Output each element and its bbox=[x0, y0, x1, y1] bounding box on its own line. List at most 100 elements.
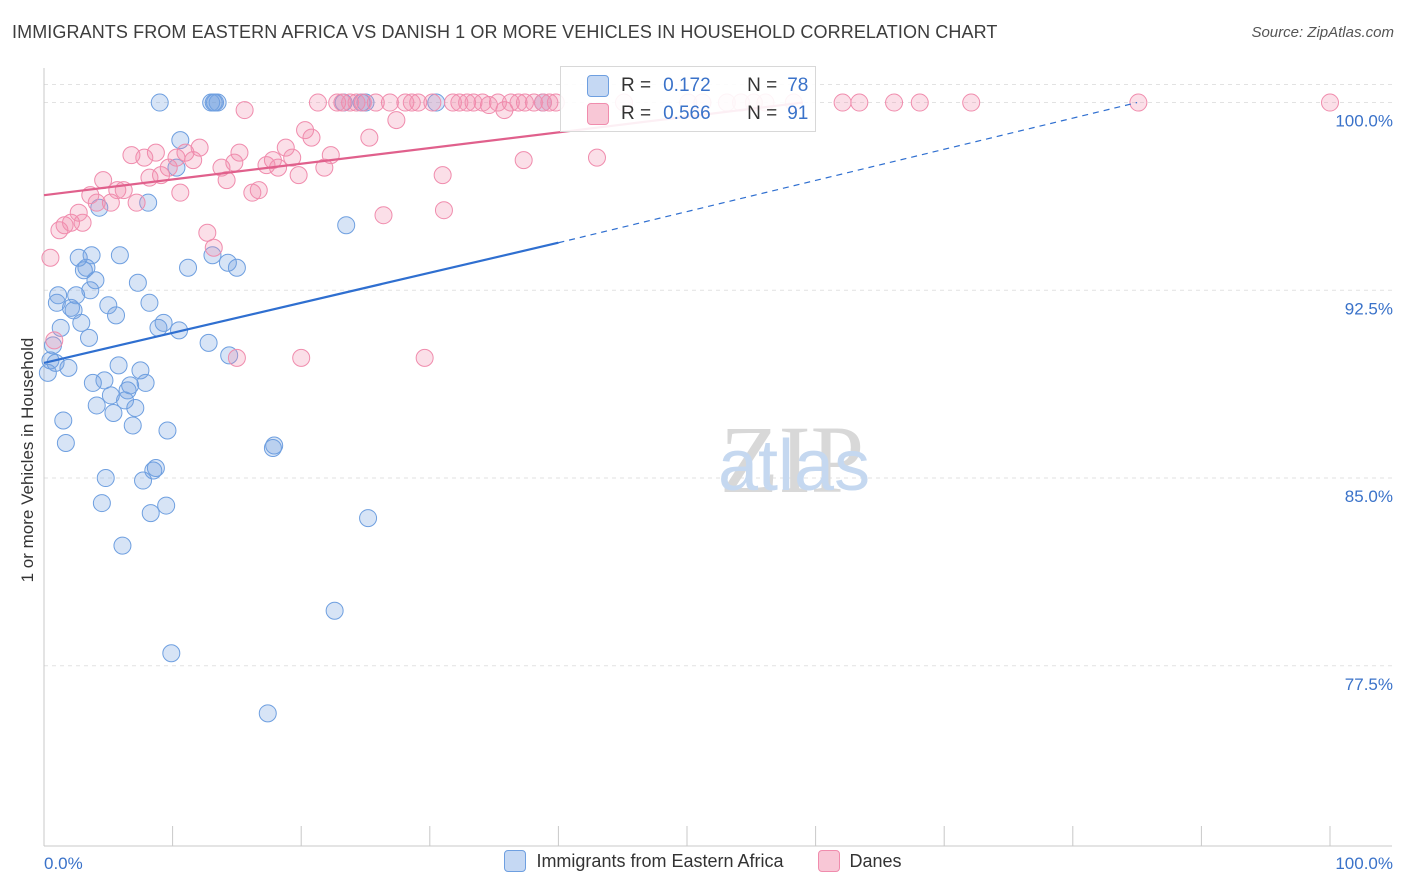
legend-n-value-pink: 91 bbox=[787, 103, 809, 124]
data-point-pink bbox=[423, 93, 442, 112]
data-point-blue bbox=[95, 371, 114, 390]
data-point-pink bbox=[73, 213, 92, 232]
legend-swatch-pink bbox=[587, 103, 609, 125]
data-point-pink bbox=[833, 93, 852, 112]
data-point-pink bbox=[464, 93, 483, 112]
data-point-blue bbox=[227, 258, 246, 277]
watermark-zip: ZIP bbox=[720, 406, 864, 513]
data-point-pink bbox=[515, 93, 534, 112]
data-point-blue bbox=[179, 258, 198, 277]
data-point-pink bbox=[94, 171, 113, 190]
legend-n-label-blue: N = bbox=[747, 75, 778, 96]
data-point-pink bbox=[434, 201, 453, 220]
data-point-blue bbox=[67, 286, 86, 305]
data-point-pink bbox=[283, 148, 302, 167]
data-point-blue bbox=[258, 704, 277, 723]
data-point-blue bbox=[208, 93, 227, 112]
data-point-pink bbox=[402, 93, 421, 112]
data-point-blue bbox=[72, 313, 91, 332]
data-point-blue bbox=[96, 469, 115, 488]
data-point-pink bbox=[176, 143, 195, 162]
data-point-pink bbox=[227, 348, 246, 367]
data-point-pink bbox=[488, 93, 507, 112]
data-point-blue bbox=[118, 381, 137, 400]
data-point-blue bbox=[47, 293, 66, 312]
data-point-pink bbox=[45, 331, 64, 350]
data-point-blue bbox=[59, 358, 78, 377]
watermark-atlas: atlas bbox=[718, 426, 870, 506]
data-point-pink bbox=[289, 166, 308, 185]
y-tick-label: 100.0% bbox=[1335, 112, 1393, 131]
data-point-pink bbox=[204, 238, 223, 257]
data-point-pink bbox=[308, 93, 327, 112]
legend-r-value-pink: 0.566 bbox=[663, 103, 711, 124]
legend-row-blue: R = 0.172 N = 78 bbox=[587, 73, 808, 99]
data-point-blue bbox=[107, 306, 126, 325]
data-point-pink bbox=[910, 93, 929, 112]
data-point-blue bbox=[121, 376, 140, 395]
data-point-pink bbox=[333, 93, 352, 112]
data-point-pink bbox=[276, 138, 295, 157]
data-point-blue bbox=[110, 246, 129, 265]
data-point-pink bbox=[87, 193, 106, 212]
grid-lines bbox=[44, 84, 1392, 667]
data-point-blue bbox=[154, 313, 173, 332]
y-tick-label: 92.5% bbox=[1345, 299, 1393, 318]
data-point-pink bbox=[171, 183, 190, 202]
legend-swatch-blue bbox=[587, 75, 609, 97]
tick-labels: 77.5% 85.0% 92.5% 100.0% 0.0% 100.0% bbox=[44, 112, 1393, 873]
data-point-blue bbox=[359, 509, 378, 528]
data-point-pink bbox=[1129, 93, 1148, 112]
data-point-pink bbox=[380, 93, 399, 112]
data-point-pink bbox=[190, 138, 209, 157]
data-point-blue bbox=[325, 601, 344, 620]
data-point-blue bbox=[158, 421, 177, 440]
trend-line-blue-extension bbox=[558, 101, 1138, 244]
data-point-pink bbox=[396, 93, 415, 112]
data-point-blue bbox=[99, 296, 118, 315]
data-point-pink bbox=[230, 143, 249, 162]
data-point-pink bbox=[249, 181, 268, 200]
data-point-blue bbox=[337, 216, 356, 235]
data-point-blue bbox=[157, 496, 176, 515]
data-point-pink bbox=[159, 158, 178, 177]
data-point-pink bbox=[235, 101, 254, 120]
data-point-blue bbox=[83, 373, 102, 392]
data-point-pink bbox=[353, 93, 372, 112]
data-point-pink bbox=[146, 143, 165, 162]
legend-row-pink: R = 0.566 N = 91 bbox=[587, 101, 808, 127]
data-point-blue bbox=[218, 253, 237, 272]
data-point-pink bbox=[292, 348, 311, 367]
data-point-blue bbox=[90, 198, 109, 217]
data-point-blue bbox=[56, 433, 75, 452]
data-point-blue bbox=[162, 644, 181, 663]
x-tick-label-max: 100.0% bbox=[1335, 854, 1393, 873]
data-point-blue bbox=[141, 504, 160, 523]
data-point-pink bbox=[374, 206, 393, 225]
data-point-blue bbox=[92, 494, 111, 513]
data-point-pink bbox=[524, 93, 543, 112]
data-point-pink bbox=[415, 348, 434, 367]
data-point-pink bbox=[366, 93, 385, 112]
data-point-blue bbox=[136, 373, 155, 392]
data-point-pink bbox=[302, 128, 321, 147]
data-point-blue bbox=[128, 273, 147, 292]
data-point-pink bbox=[540, 93, 559, 112]
axes bbox=[43, 68, 1392, 847]
data-point-blue bbox=[54, 411, 73, 430]
data-point-pink bbox=[328, 93, 347, 112]
data-point-pink bbox=[69, 203, 88, 222]
data-point-blue bbox=[81, 281, 100, 300]
data-point-blue bbox=[104, 403, 123, 422]
stats-legend: R = 0.172 N = 78 R = 0.566 N = 91 bbox=[560, 66, 816, 132]
data-point-pink bbox=[458, 93, 477, 112]
legend-n-value-blue: 78 bbox=[787, 75, 809, 96]
legend-swatch-danes bbox=[817, 850, 840, 872]
legend-item-immigrants: Immigrants from Eastern Africa bbox=[504, 850, 784, 872]
data-point-pink bbox=[495, 101, 514, 120]
legend-r-value-blue: 0.172 bbox=[663, 75, 711, 96]
x-tick-label-min: 0.0% bbox=[44, 854, 83, 873]
legend-item-danes: Danes bbox=[817, 850, 902, 872]
data-point-pink bbox=[509, 93, 528, 112]
